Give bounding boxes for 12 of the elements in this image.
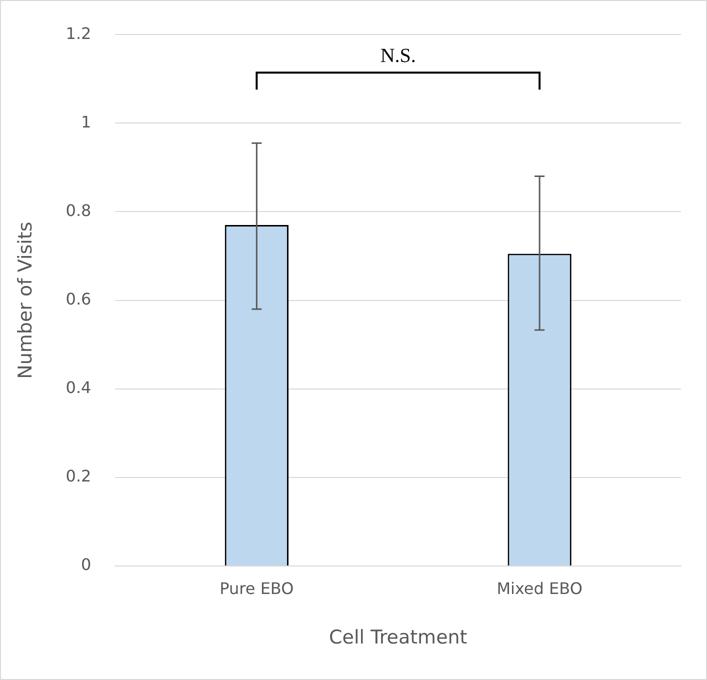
y-tick-label: 0.6 <box>66 289 92 308</box>
x-axis-title: Cell Treatment <box>329 626 468 649</box>
y-axis-title: Number of Visits <box>14 222 36 379</box>
x-tick-label: Pure EBO <box>220 578 294 598</box>
x-tick-label: Mixed EBO <box>496 578 582 598</box>
y-tick-label: 0.2 <box>66 466 92 486</box>
y-tick-label: 0.4 <box>66 378 92 398</box>
y-tick-label: 0 <box>81 555 92 574</box>
y-tick-label: 1 <box>81 112 92 132</box>
annotation: N.S. <box>380 44 416 67</box>
y-tick-label: 0.8 <box>66 200 92 220</box>
y-tick-label: 1.2 <box>66 24 92 43</box>
